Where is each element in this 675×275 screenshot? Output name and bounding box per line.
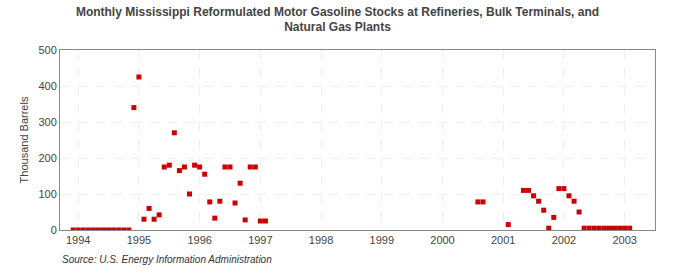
- svg-text:1994: 1994: [66, 234, 90, 246]
- svg-text:1995: 1995: [127, 234, 151, 246]
- svg-text:1998: 1998: [309, 234, 333, 246]
- svg-text:Thousand Barrels: Thousand Barrels: [18, 96, 30, 183]
- svg-text:200: 200: [38, 152, 56, 164]
- svg-text:300: 300: [38, 116, 56, 128]
- svg-text:1996: 1996: [187, 234, 211, 246]
- svg-text:1999: 1999: [370, 234, 394, 246]
- svg-text:2003: 2003: [612, 234, 636, 246]
- svg-text:2002: 2002: [552, 234, 576, 246]
- svg-text:100: 100: [38, 188, 56, 200]
- svg-text:1997: 1997: [248, 234, 272, 246]
- svg-text:400: 400: [38, 80, 56, 92]
- svg-text:Source: U.S. Energy Informatio: Source: U.S. Energy Information Administ…: [62, 254, 272, 265]
- svg-text:2000: 2000: [430, 234, 454, 246]
- svg-text:Monthly Mississippi Reformulat: Monthly Mississippi Reformulated Motor G…: [76, 5, 599, 35]
- svg-text:500: 500: [38, 44, 56, 56]
- svg-text:0: 0: [51, 224, 57, 236]
- svg-text:2001: 2001: [491, 234, 515, 246]
